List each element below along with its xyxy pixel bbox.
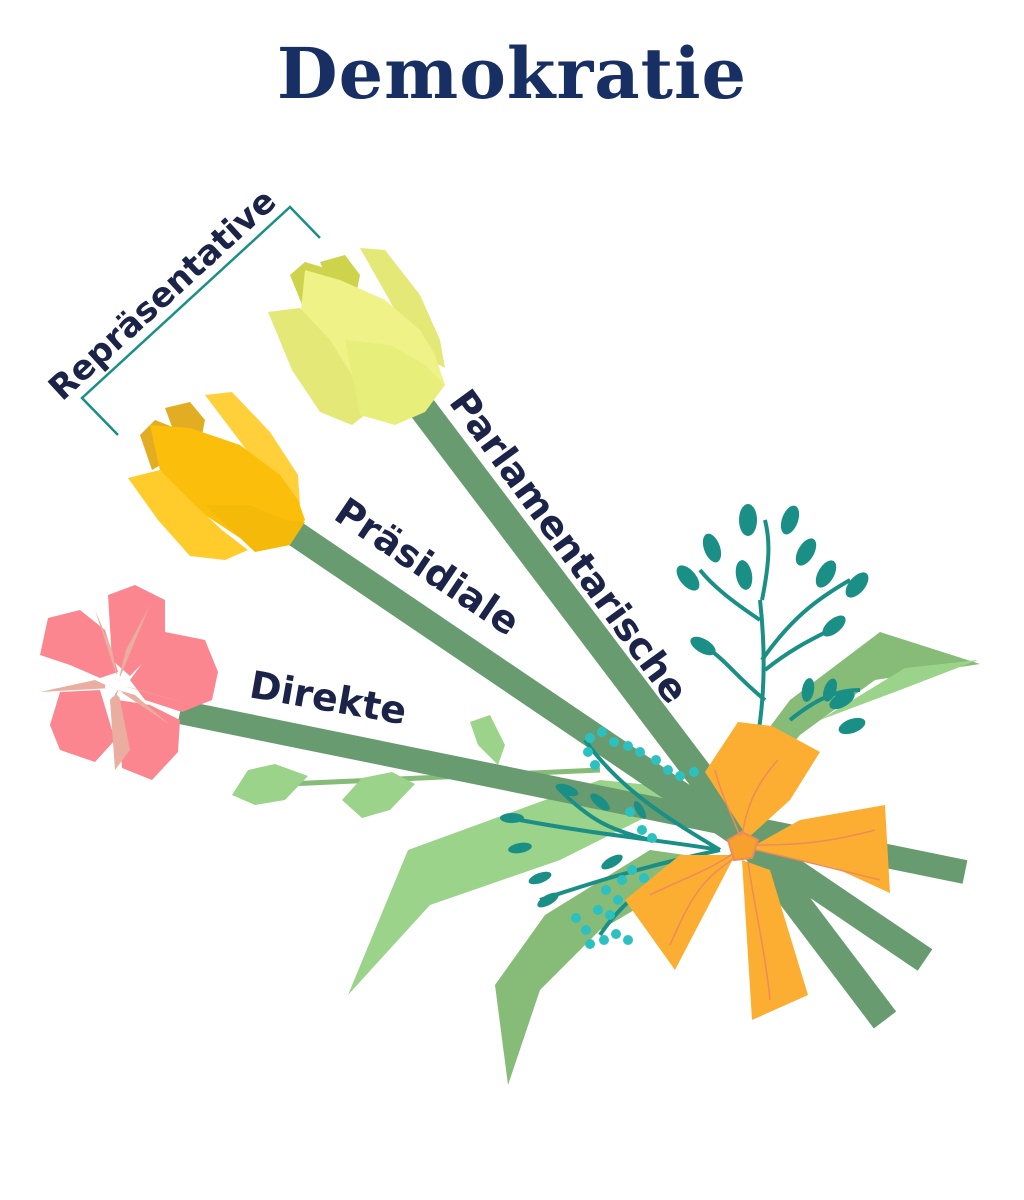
blossom-stamen [105,674,131,697]
ribbon-tail-left [625,855,735,970]
small-leaf-1 [232,764,308,805]
stem-praesidiale [282,519,933,971]
tulip-parlamentarische [268,248,445,425]
small-leaves [232,715,601,818]
ribbon-bow [625,722,890,1020]
ribbon-tail-bottom [742,860,808,1020]
teal-sprig-leaves [500,783,647,908]
leaf-right-low [820,660,978,720]
teal-sprig-buds [676,504,869,735]
blossom-direkte [40,585,218,780]
label-representative: Repräsentative [41,181,284,409]
small-leaf-2 [342,772,415,818]
tulip-praesidiale [128,392,305,560]
small-leaf-3 [470,715,505,765]
stem-parlamentarische [408,396,897,1029]
ribbon-loop-right [750,805,890,893]
page-title: Demokratie [277,32,747,115]
leaf-large-bottom [495,850,720,1085]
teal-dots [571,727,699,949]
representative-bracket [80,205,321,436]
